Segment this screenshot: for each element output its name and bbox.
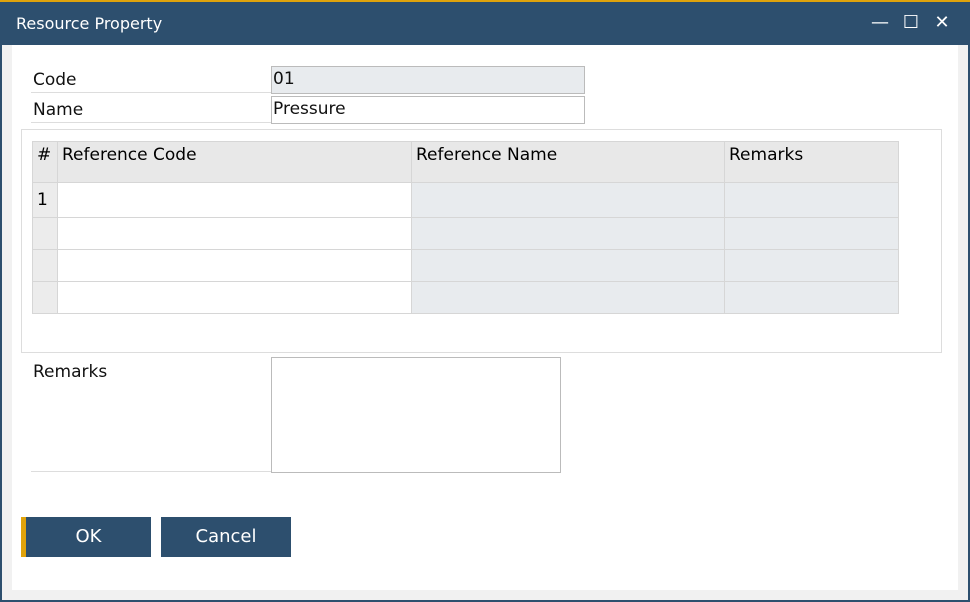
ok-button[interactable]: OK	[21, 517, 151, 557]
name-field[interactable]: Pressure	[271, 96, 585, 124]
remarks-cell	[724, 182, 899, 218]
reference-code-cell[interactable]	[57, 182, 412, 218]
col-header-reference-name[interactable]: Reference Name	[411, 141, 725, 183]
grid-frame	[21, 129, 942, 353]
dialog-body	[2, 45, 968, 600]
name-label: Name	[33, 100, 84, 120]
remarks-cell	[724, 281, 899, 314]
reference-code-cell[interactable]	[57, 249, 412, 282]
remarks-cell	[724, 217, 899, 250]
reference-name-cell	[411, 281, 725, 314]
maximize-icon[interactable]: ☐	[902, 12, 920, 33]
code-label: Code	[33, 70, 77, 90]
remarks-cell	[724, 249, 899, 282]
reference-name-cell	[411, 249, 725, 282]
window-title: Resource Property	[16, 14, 163, 33]
reference-grid: # Reference Code Reference Name Remarks …	[32, 141, 899, 314]
cancel-button[interactable]: Cancel	[161, 517, 291, 557]
title-bar: Resource Property — ☐ ✕	[0, 2, 970, 45]
table-row	[32, 249, 899, 282]
reference-name-cell	[411, 217, 725, 250]
row-number[interactable]: 1	[32, 182, 58, 218]
remarks-textarea[interactable]	[271, 357, 561, 473]
col-header-reference-code[interactable]: Reference Code	[57, 141, 412, 183]
table-row	[32, 281, 899, 314]
col-header-number[interactable]: #	[32, 141, 58, 183]
close-icon[interactable]: ✕	[934, 12, 950, 33]
remarks-label: Remarks	[33, 362, 108, 382]
reference-code-cell[interactable]	[57, 217, 412, 250]
table-row	[32, 217, 899, 250]
minimize-icon[interactable]: —	[871, 12, 889, 33]
row-number[interactable]	[32, 281, 58, 314]
accent-line	[0, 0, 970, 2]
reference-code-cell[interactable]	[57, 281, 412, 314]
table-row: 1	[32, 182, 899, 218]
row-number[interactable]	[32, 249, 58, 282]
code-field[interactable]: 01	[271, 66, 585, 94]
reference-name-cell	[411, 182, 725, 218]
row-number[interactable]	[32, 217, 58, 250]
col-header-remarks[interactable]: Remarks	[724, 141, 899, 183]
